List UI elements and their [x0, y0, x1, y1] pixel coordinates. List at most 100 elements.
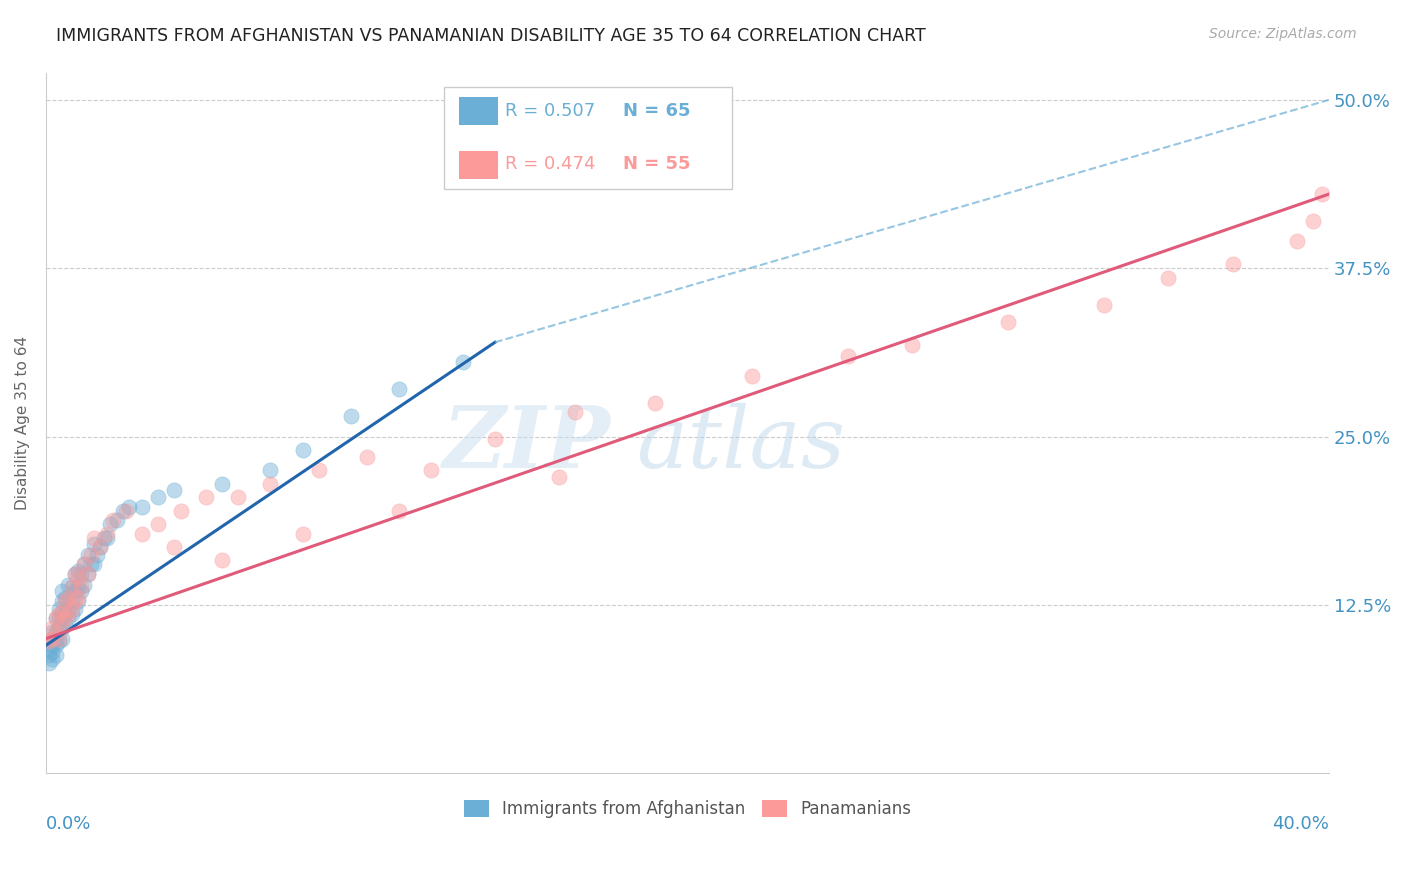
Point	[163, 540, 186, 554]
Point	[58, 591, 80, 606]
Point	[388, 383, 411, 397]
Point	[48, 611, 70, 625]
Point	[48, 607, 70, 622]
Text: N = 65: N = 65	[623, 103, 690, 120]
Point	[1092, 297, 1115, 311]
Point	[53, 607, 76, 622]
Point	[41, 645, 63, 659]
Point	[86, 548, 108, 562]
Point	[89, 540, 111, 554]
Point	[38, 634, 60, 648]
Point	[83, 558, 105, 572]
Point	[63, 584, 86, 599]
Point	[53, 591, 76, 606]
Point	[38, 642, 60, 657]
Point	[48, 602, 70, 616]
Point	[67, 571, 90, 585]
Point	[48, 621, 70, 635]
Point	[48, 632, 70, 646]
Point	[195, 490, 218, 504]
Point	[96, 526, 118, 541]
Point	[291, 443, 314, 458]
Point	[131, 500, 153, 514]
Point	[70, 584, 93, 599]
Point	[118, 500, 141, 514]
Point	[451, 355, 474, 369]
FancyBboxPatch shape	[444, 87, 733, 188]
Y-axis label: Disability Age 35 to 64: Disability Age 35 to 64	[15, 336, 30, 510]
Point	[564, 405, 586, 419]
Point	[148, 490, 170, 504]
Point	[548, 470, 571, 484]
Point	[76, 566, 98, 581]
Point	[105, 513, 128, 527]
Point	[115, 503, 138, 517]
Point	[419, 463, 441, 477]
Point	[259, 463, 281, 477]
Point	[96, 531, 118, 545]
Point	[1285, 235, 1308, 249]
Point	[103, 513, 125, 527]
Point	[76, 548, 98, 562]
Point	[51, 611, 73, 625]
Point	[111, 503, 134, 517]
Point	[997, 315, 1019, 329]
Point	[228, 490, 250, 504]
Point	[45, 638, 67, 652]
Point	[63, 602, 86, 616]
Point	[53, 594, 76, 608]
Point	[51, 584, 73, 599]
Text: R = 0.474: R = 0.474	[505, 155, 596, 173]
Point	[83, 531, 105, 545]
Point	[339, 409, 361, 424]
Point	[131, 526, 153, 541]
Point	[41, 651, 63, 665]
Point	[58, 602, 80, 616]
Text: 40.0%: 40.0%	[1272, 815, 1329, 833]
Point	[38, 648, 60, 662]
Text: atlas: atlas	[636, 403, 845, 485]
Point	[53, 618, 76, 632]
Point	[41, 624, 63, 639]
Point	[901, 338, 924, 352]
Point	[169, 503, 191, 517]
Point	[73, 558, 96, 572]
Point	[291, 526, 314, 541]
Point	[259, 476, 281, 491]
Point	[67, 594, 90, 608]
Point	[63, 566, 86, 581]
Point	[60, 580, 83, 594]
Point	[388, 503, 411, 517]
Point	[163, 483, 186, 498]
Point	[45, 611, 67, 625]
Point	[60, 607, 83, 622]
Point	[38, 656, 60, 670]
Point	[148, 517, 170, 532]
Point	[76, 566, 98, 581]
Point	[51, 621, 73, 635]
Point	[45, 611, 67, 625]
Point	[60, 580, 83, 594]
Point	[356, 450, 378, 464]
Point	[308, 463, 330, 477]
Point	[45, 632, 67, 646]
FancyBboxPatch shape	[458, 151, 498, 178]
Point	[45, 648, 67, 662]
Point	[58, 607, 80, 622]
Point	[70, 580, 93, 594]
Text: ZIP: ZIP	[443, 402, 610, 486]
Point	[58, 611, 80, 625]
Point	[63, 594, 86, 608]
Point	[41, 638, 63, 652]
Point	[60, 602, 83, 616]
Point	[98, 517, 121, 532]
Point	[70, 566, 93, 581]
Point	[48, 634, 70, 648]
Point	[58, 577, 80, 591]
Point	[51, 605, 73, 619]
Point	[83, 537, 105, 551]
Point	[73, 577, 96, 591]
Point	[644, 396, 666, 410]
Point	[45, 624, 67, 639]
Point	[51, 605, 73, 619]
